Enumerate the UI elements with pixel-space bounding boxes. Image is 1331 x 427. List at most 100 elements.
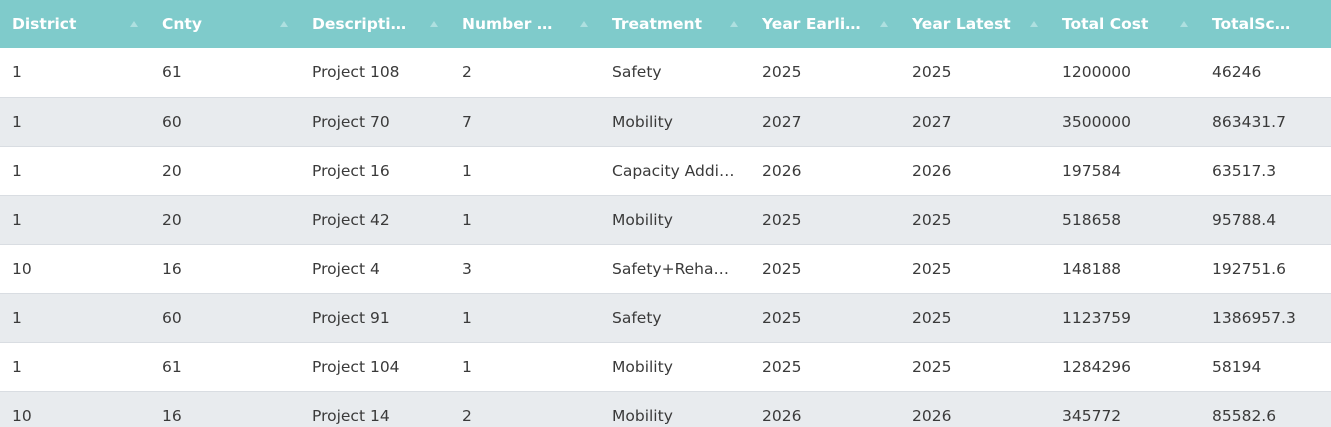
header-row: District Cnty Description Number Of Site… (0, 0, 1331, 48)
cell-treatment: Mobility (600, 195, 750, 245)
cell-total-cost: 3500000 (1050, 97, 1200, 147)
table-row[interactable]: 10 16 Project 14 2 Mobility 2026 2026 34… (0, 391, 1331, 427)
cell-number-of-sites: 1 (450, 342, 600, 392)
cell-total-scaled-benefit: 63517.3 (1200, 146, 1331, 196)
cell-year-latest: 2026 (900, 391, 1050, 427)
cell-cnty: 60 (150, 293, 300, 343)
cell-year-earliest: 2027 (750, 97, 900, 147)
column-header-total-scaled-benefit[interactable]: TotalScaledBenefit (1200, 0, 1331, 48)
cell-cnty: 61 (150, 48, 300, 98)
column-header-cnty[interactable]: Cnty (150, 0, 300, 48)
cell-district: 1 (0, 146, 150, 196)
column-header-label: Cnty (162, 15, 202, 33)
cell-district: 1 (0, 195, 150, 245)
cell-description: Project 104 (300, 342, 450, 392)
cell-treatment: Mobility (600, 342, 750, 392)
cell-year-latest: 2025 (900, 293, 1050, 343)
sort-up-icon[interactable] (430, 21, 438, 27)
cell-description: Project 4 (300, 244, 450, 294)
cell-district: 1 (0, 342, 150, 392)
cell-total-cost: 518658 (1050, 195, 1200, 245)
sort-up-icon[interactable] (580, 21, 588, 27)
table-row[interactable]: 10 16 Project 4 3 Safety+Rehabilitation … (0, 244, 1331, 294)
column-header-label: Description (312, 15, 413, 33)
cell-treatment: Mobility (600, 391, 750, 427)
column-header-total-cost[interactable]: Total Cost (1050, 0, 1200, 48)
table-row[interactable]: 1 20 Project 42 1 Mobility 2025 2025 518… (0, 195, 1331, 245)
sort-up-icon[interactable] (880, 21, 888, 27)
cell-year-earliest: 2026 (750, 391, 900, 427)
cell-district: 10 (0, 391, 150, 427)
cell-cnty: 20 (150, 146, 300, 196)
cell-total-cost: 1200000 (1050, 48, 1200, 98)
cell-total-scaled-benefit: 1386957.3 (1200, 293, 1331, 343)
cell-cnty: 16 (150, 244, 300, 294)
cell-year-latest: 2026 (900, 146, 1050, 196)
column-header-label: Year Latest (912, 15, 1011, 33)
cell-year-latest: 2025 (900, 244, 1050, 294)
cell-total-cost: 148188 (1050, 244, 1200, 294)
cell-number-of-sites: 2 (450, 48, 600, 98)
cell-total-scaled-benefit: 863431.7 (1200, 97, 1331, 147)
table-body: 1 61 Project 108 2 Safety 2025 2025 1200… (0, 48, 1331, 427)
cell-total-cost: 1284296 (1050, 342, 1200, 392)
cell-description: Project 108 (300, 48, 450, 98)
cell-treatment: Safety+Rehabilitation (600, 244, 750, 294)
cell-district: 1 (0, 48, 150, 98)
sort-up-icon[interactable] (1030, 21, 1038, 27)
cell-year-earliest: 2026 (750, 146, 900, 196)
table-row[interactable]: 1 60 Project 91 1 Safety 2025 2025 11237… (0, 293, 1331, 343)
cell-description: Project 14 (300, 391, 450, 427)
column-header-treatment[interactable]: Treatment (600, 0, 750, 48)
table-row[interactable]: 1 61 Project 104 1 Mobility 2025 2025 12… (0, 342, 1331, 392)
cell-treatment: Mobility (600, 97, 750, 147)
cell-treatment: Safety (600, 48, 750, 98)
table-row[interactable]: 1 60 Project 70 7 Mobility 2027 2027 350… (0, 97, 1331, 147)
cell-year-latest: 2025 (900, 195, 1050, 245)
column-header-label: Number Of Sites (462, 15, 588, 33)
sort-up-icon[interactable] (1180, 21, 1188, 27)
table-row[interactable]: 1 20 Project 16 1 Capacity Addition 2026… (0, 146, 1331, 196)
cell-treatment: Capacity Addition (600, 146, 750, 196)
cell-year-earliest: 2025 (750, 195, 900, 245)
column-header-label: District (12, 15, 77, 33)
cell-year-earliest: 2025 (750, 293, 900, 343)
column-header-district[interactable]: District (0, 0, 150, 48)
cell-number-of-sites: 3 (450, 244, 600, 294)
cell-description: Project 16 (300, 146, 450, 196)
sort-up-icon[interactable] (730, 21, 738, 27)
sort-up-icon[interactable] (280, 21, 288, 27)
cell-cnty: 20 (150, 195, 300, 245)
cell-year-latest: 2027 (900, 97, 1050, 147)
cell-number-of-sites: 1 (450, 293, 600, 343)
cell-year-earliest: 2025 (750, 342, 900, 392)
column-header-year-latest[interactable]: Year Latest (900, 0, 1050, 48)
cell-year-earliest: 2025 (750, 244, 900, 294)
cell-total-scaled-benefit: 46246 (1200, 48, 1331, 98)
cell-total-scaled-benefit: 95788.4 (1200, 195, 1331, 245)
cell-total-scaled-benefit: 85582.6 (1200, 391, 1331, 427)
column-header-year-earliest[interactable]: Year Earliest (750, 0, 900, 48)
cell-number-of-sites: 7 (450, 97, 600, 147)
cell-year-latest: 2025 (900, 48, 1050, 98)
cell-number-of-sites: 1 (450, 195, 600, 245)
cell-description: Project 70 (300, 97, 450, 147)
column-header-label: TotalScaledBenefit (1212, 15, 1319, 33)
cell-cnty: 61 (150, 342, 300, 392)
sort-up-icon[interactable] (130, 21, 138, 27)
cell-cnty: 60 (150, 97, 300, 147)
cell-total-cost: 1123759 (1050, 293, 1200, 343)
column-header-description[interactable]: Description (300, 0, 450, 48)
cell-description: Project 42 (300, 195, 450, 245)
table-row[interactable]: 1 61 Project 108 2 Safety 2025 2025 1200… (0, 48, 1331, 98)
column-header-label: Total Cost (1062, 15, 1149, 33)
cell-district: 10 (0, 244, 150, 294)
cell-description: Project 91 (300, 293, 450, 343)
cell-district: 1 (0, 97, 150, 147)
cell-total-scaled-benefit: 192751.6 (1200, 244, 1331, 294)
column-header-number-of-sites[interactable]: Number Of Sites (450, 0, 600, 48)
cell-number-of-sites: 2 (450, 391, 600, 427)
cell-number-of-sites: 1 (450, 146, 600, 196)
column-header-label: Treatment (612, 15, 703, 33)
